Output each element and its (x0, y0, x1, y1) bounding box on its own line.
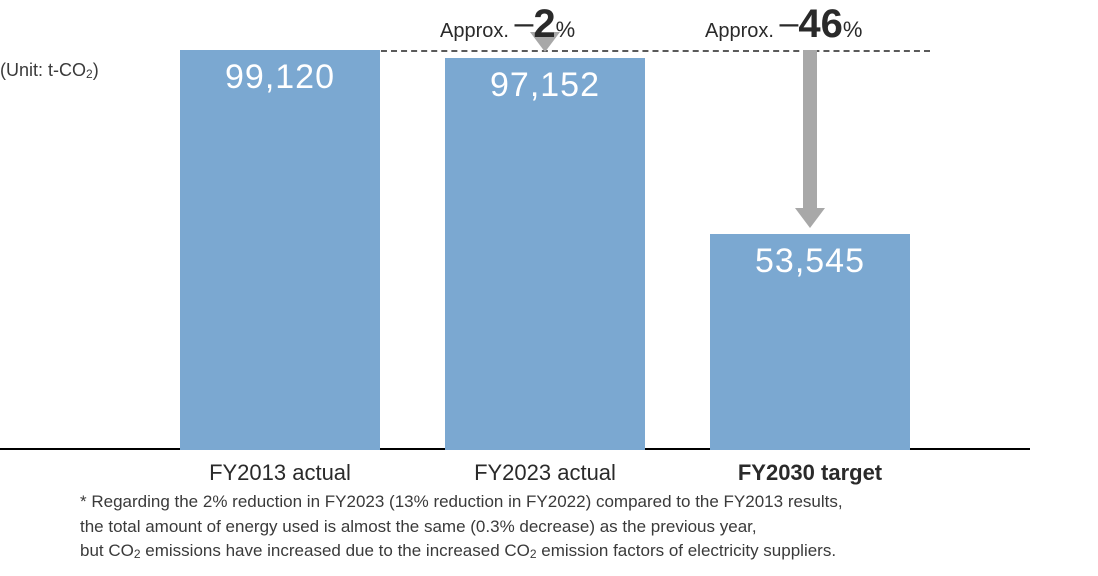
change-label-2: Approx. – 46% (705, 2, 862, 47)
change-arrow-2 (799, 50, 821, 228)
bar-xlabel-0: FY2013 actual (180, 460, 380, 486)
bar-value-0: 99,120 (180, 58, 380, 97)
bar-value-1: 97,152 (445, 66, 645, 105)
arrow-head-icon (795, 208, 825, 228)
bar-xlabel-2: FY2030 target (710, 460, 910, 486)
footnote-line-0: * Regarding the 2% reduction in FY2023 (… (80, 490, 1058, 515)
plot-area: 99,120FY2013 actual 97,152FY2023 actual 53… (30, 50, 980, 450)
change-arrow-1 (534, 50, 556, 52)
bar-xlabel-1: FY2023 actual (445, 460, 645, 486)
bar-0: 99,120FY2013 actual (180, 50, 380, 450)
co2-emissions-chart: (Unit: t-CO2) 99,120FY2013 actual97,152F… (0, 0, 1098, 576)
change-label-1: Approx. – 2% (440, 2, 575, 47)
bar-1: 97,152FY2023 actual (445, 58, 645, 450)
footnote-line-2: but CO2 emissions have increased due to … (80, 539, 1058, 564)
arrow-shaft-icon (803, 50, 817, 212)
footnote: * Regarding the 2% reduction in FY2023 (… (80, 490, 1058, 564)
bar-value-2: 53,545 (710, 242, 910, 281)
bar-2: 53,545FY2030 target (710, 234, 910, 450)
footnote-line-1: the total amount of energy used is almos… (80, 515, 1058, 540)
